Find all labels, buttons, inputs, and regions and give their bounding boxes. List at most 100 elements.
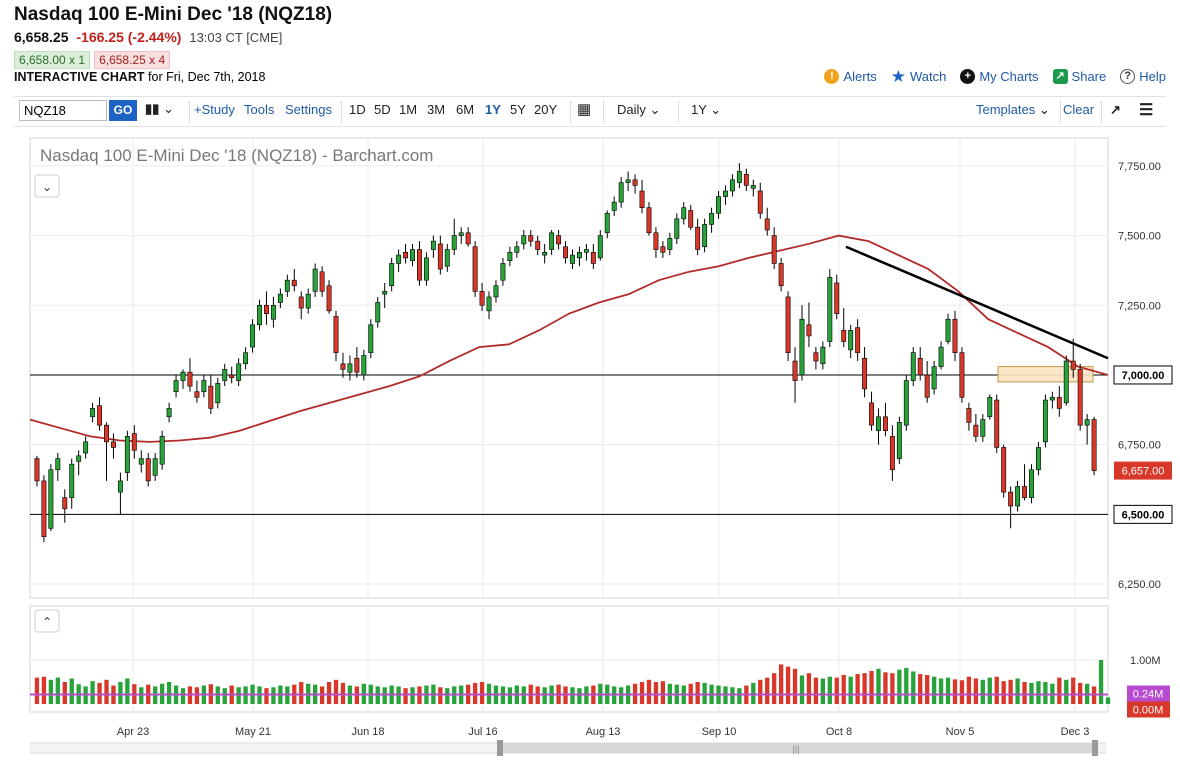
volume-bar: [97, 682, 102, 704]
horizontal-line-label: 7,000.00: [1122, 370, 1165, 382]
candle: [194, 391, 200, 398]
volume-bar: [125, 678, 130, 704]
candle: [528, 235, 534, 242]
collapse-chart-button[interactable]: [34, 174, 60, 198]
volume-bar: [855, 674, 860, 704]
y-tick-label: 6,750.00: [1118, 440, 1161, 452]
draw-arrow-icon[interactable]: ↗: [1110, 102, 1121, 117]
share-link[interactable]: ↗ Share: [1052, 69, 1106, 84]
period-1y[interactable]: 1Y: [485, 102, 501, 117]
candle: [604, 212, 610, 234]
candle: [827, 277, 833, 342]
volume-bar: [841, 674, 846, 704]
candle: [430, 240, 436, 250]
candle: [855, 327, 861, 353]
candle: [145, 458, 151, 482]
candle: [924, 374, 930, 398]
chevron-down-icon: ⌄: [1038, 102, 1050, 117]
candle: [889, 436, 895, 471]
period-20y[interactable]: 20Y: [534, 102, 558, 117]
volume-bar: [869, 671, 874, 704]
volume-bar: [994, 676, 999, 704]
mycharts-label: My Charts: [979, 69, 1039, 84]
candle: [437, 243, 443, 270]
period-1m[interactable]: 1M: [399, 102, 418, 117]
period-3m[interactable]: 3M: [427, 102, 446, 117]
candle: [264, 304, 269, 314]
volume-bar: [1008, 679, 1013, 704]
volume-bar: [792, 668, 798, 704]
x-tick-label: Aug 13: [586, 726, 621, 738]
range-select[interactable]: 1Y ⌄: [691, 102, 721, 118]
candle: [152, 458, 158, 476]
candle: [236, 363, 242, 381]
candle: [347, 363, 353, 373]
scrollbar-left-handle[interactable]: [497, 740, 503, 756]
interval-label: Daily: [617, 102, 646, 117]
study-button[interactable]: +Study: [194, 102, 235, 117]
collapse-volume-button[interactable]: [34, 609, 60, 633]
chart-toolbar: GO ▮▮ ⌄ +Study Tools Settings 1D 5D 1M 3…: [14, 96, 1166, 127]
volume-bar: [62, 682, 67, 704]
volume-bar: [194, 687, 200, 704]
candle: [931, 366, 937, 390]
candle: [1035, 447, 1041, 471]
help-link[interactable]: ? Help: [1120, 69, 1166, 84]
watch-link[interactable]: ★ Watch: [891, 68, 947, 85]
scrollbar-thumb[interactable]: [500, 743, 1096, 753]
candle: [716, 196, 721, 214]
help-icon: ?: [1120, 69, 1136, 84]
volume-bar: [834, 677, 839, 704]
volume-average-label: 0.24M: [1133, 688, 1164, 700]
scrollbar-grip: |||: [792, 744, 799, 754]
interactive-label: INTERACTIVE CHART: [14, 70, 145, 84]
candle: [570, 254, 575, 264]
volume-last-label: 0.00M: [1133, 704, 1164, 716]
volume-bar: [166, 682, 172, 704]
candle: [952, 318, 958, 353]
templates-button[interactable]: Templates ⌄: [976, 102, 1050, 118]
chart-scrollbar[interactable]: |||: [30, 740, 1106, 756]
volume-bar: [862, 673, 867, 704]
volume-bar: [987, 677, 992, 704]
candle: [966, 408, 972, 423]
candle: [563, 246, 568, 259]
go-button[interactable]: GO: [109, 100, 137, 121]
candle: [97, 405, 103, 426]
candle: [848, 330, 854, 351]
candle: [187, 371, 193, 387]
y-tick-label: 6,250.00: [1118, 579, 1161, 591]
candle: [632, 179, 638, 186]
alerts-link[interactable]: ! Alerts: [824, 69, 877, 84]
price-chart[interactable]: 6,250.00 6,500.00 6,750.00 7,000.00 7,250.00…: [0, 128, 1180, 740]
candle: [1015, 486, 1021, 507]
scrollbar-right-handle[interactable]: [1092, 740, 1098, 756]
candle: [1029, 469, 1034, 498]
volume-bar: [1015, 678, 1020, 704]
candle: [180, 371, 186, 381]
volume-bar: [646, 679, 652, 704]
volume-bar: [326, 682, 332, 704]
candle: [994, 399, 1000, 448]
candle: [486, 296, 492, 312]
period-1d[interactable]: 1D: [349, 102, 366, 117]
period-6m[interactable]: 6M: [456, 102, 475, 117]
last-price-box: [1114, 461, 1172, 480]
interval-select[interactable]: Daily ⌄: [617, 102, 660, 118]
settings-button[interactable]: Settings: [285, 102, 332, 117]
candle: [104, 424, 109, 443]
symbol-input[interactable]: [19, 100, 107, 121]
candle: [403, 252, 409, 259]
volume-bar: [139, 687, 144, 704]
period-5y[interactable]: 5Y: [510, 102, 526, 117]
clear-button[interactable]: Clear: [1063, 102, 1095, 117]
period-5d[interactable]: 5D: [374, 102, 391, 117]
tools-button[interactable]: Tools: [244, 102, 275, 117]
chart-type-button[interactable]: ▮▮ ⌄: [145, 101, 174, 117]
calendar-icon[interactable]: ▦: [577, 101, 592, 118]
volume-bar: [931, 676, 937, 704]
mycharts-link[interactable]: + My Charts: [960, 69, 1039, 84]
candle: [270, 304, 276, 320]
menu-icon[interactable]: ☰: [1139, 102, 1154, 119]
candle: [111, 441, 116, 448]
